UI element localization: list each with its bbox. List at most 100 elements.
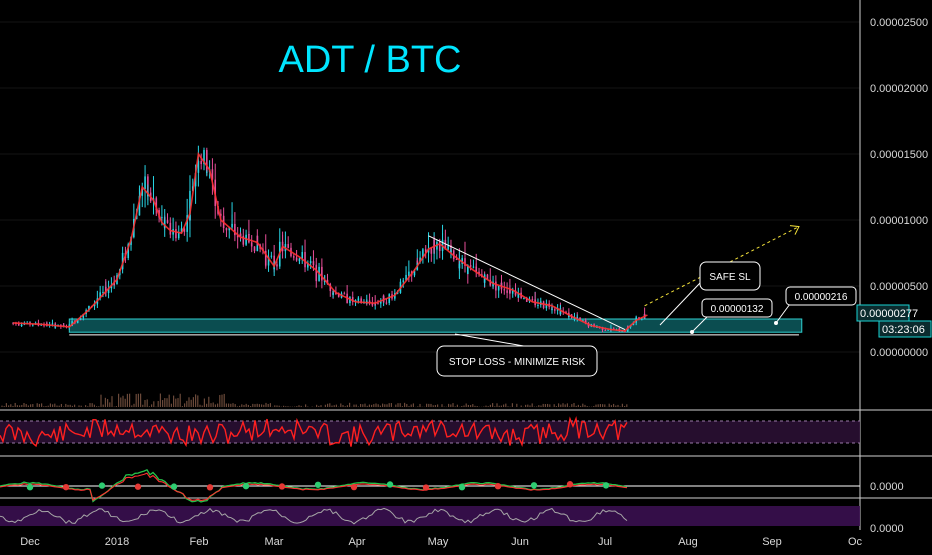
x-tick-label: Mar	[265, 536, 284, 548]
candle-body	[385, 302, 388, 304]
macd-cross-dot	[386, 481, 394, 488]
candle-body	[264, 258, 267, 266]
candle-body	[447, 245, 449, 250]
macd-cross-dot	[422, 484, 430, 491]
candle-body	[554, 309, 556, 311]
candle-body	[388, 294, 391, 303]
candle-body	[197, 165, 200, 173]
safe-sl-callout: SAFE SL	[659, 261, 761, 326]
candle-body	[444, 239, 447, 250]
candle-body	[351, 297, 354, 302]
y-tick-label: 0.00001500	[870, 149, 928, 161]
candle-body	[514, 290, 517, 296]
macd-cross-dot	[242, 482, 250, 490]
candle-body	[422, 249, 424, 258]
candle-body	[206, 171, 208, 173]
candle-body	[509, 289, 511, 294]
grid	[0, 0, 932, 530]
candle-body	[525, 297, 528, 301]
candle-body	[293, 256, 295, 258]
candle-body	[506, 290, 508, 293]
macd-cross-dot	[458, 484, 466, 491]
candle-body	[40, 324, 43, 326]
candle-body	[54, 326, 57, 328]
stop-loss-text: STOP LOSS - MINIMIZE RISK	[449, 357, 586, 368]
candle-body	[511, 290, 514, 294]
candle-body	[408, 271, 410, 275]
candle-body	[309, 261, 312, 263]
descending-trendline	[428, 235, 626, 331]
candle-body	[248, 234, 250, 243]
candle-body	[110, 285, 113, 289]
candle-body	[236, 235, 239, 238]
stoch-value-label: 0.0000	[870, 523, 904, 535]
candle-body	[486, 274, 489, 280]
candle-body	[467, 265, 469, 275]
candle-body	[250, 242, 253, 247]
candle-body	[402, 280, 405, 282]
candle-body	[604, 330, 607, 332]
y-tick-label: 0.00000500	[870, 281, 928, 293]
candle-body	[542, 305, 545, 309]
candle-body	[450, 250, 452, 253]
candle-body	[377, 303, 379, 305]
candle-body	[380, 301, 382, 304]
candle-body	[559, 311, 562, 315]
candle-body	[234, 223, 236, 236]
candle-body	[141, 188, 144, 196]
candle-body	[172, 232, 174, 235]
candle-body	[189, 190, 191, 221]
candle-body	[405, 274, 407, 281]
macd-cross-dot	[170, 483, 178, 490]
candle-body	[438, 242, 441, 252]
x-tick-label: Jun	[511, 536, 529, 548]
candle-body	[175, 229, 177, 239]
candle-body	[433, 239, 435, 250]
candle-body	[584, 320, 587, 323]
candle-body	[220, 213, 222, 216]
candle-body	[177, 232, 180, 239]
candle-body	[225, 228, 228, 231]
candle-body	[304, 252, 306, 268]
candle-body	[37, 324, 40, 326]
candle-body	[298, 258, 301, 260]
indicator-panes	[0, 393, 860, 526]
candle-body	[138, 196, 141, 216]
candle-body	[211, 169, 214, 180]
macd-value-label: 0.0000	[870, 481, 904, 493]
candle-body	[635, 317, 637, 320]
candle-body	[523, 297, 525, 299]
candle-body	[32, 324, 34, 326]
candle-body	[186, 215, 188, 232]
stoch-band	[0, 506, 860, 526]
candle-body	[276, 264, 278, 267]
candle-body	[239, 233, 242, 236]
candle-body	[270, 255, 273, 257]
candle-body	[79, 317, 82, 320]
rsi-line	[0, 415, 628, 448]
candle-body	[329, 284, 332, 292]
candle-body	[183, 228, 186, 232]
candle-body	[497, 286, 500, 291]
candle-body	[517, 292, 520, 298]
candle-body	[231, 223, 233, 227]
stop-loss-callout: STOP LOSS - MINIMIZE RISK	[436, 333, 598, 377]
candle-body	[419, 257, 421, 263]
candle-body	[194, 172, 197, 187]
x-tick-label: Jul	[598, 536, 612, 548]
candle-body	[228, 227, 231, 231]
candle-body	[104, 286, 107, 294]
candle-body	[121, 252, 124, 263]
candle-body	[166, 220, 169, 223]
candle-body	[525, 300, 528, 302]
y-tick-label: 0.00000000	[870, 347, 928, 359]
level-a-text: 0.00000132	[711, 304, 764, 315]
candle-body	[489, 279, 492, 286]
candle-body	[222, 223, 225, 229]
candle-body	[579, 317, 581, 321]
y-axis: 0.00002500 0.00002000 0.00001500 0.00001…	[870, 17, 928, 359]
candles	[12, 145, 648, 333]
candle-body	[206, 150, 208, 172]
macd-cross-dot	[494, 482, 502, 490]
candle-body	[113, 283, 115, 285]
